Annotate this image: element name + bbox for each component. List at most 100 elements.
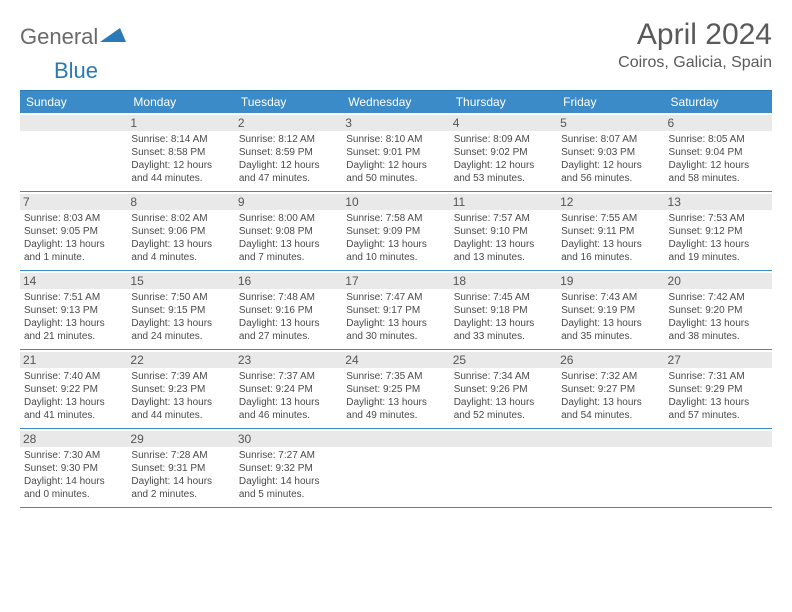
sun-info: Sunrise: 8:12 AMSunset: 8:59 PMDaylight:… — [239, 133, 338, 185]
day-header-row: Sunday Monday Tuesday Wednesday Thursday… — [20, 91, 772, 113]
sun-info: Sunrise: 7:28 AMSunset: 9:31 PMDaylight:… — [131, 449, 230, 501]
sun-info: Sunrise: 7:51 AMSunset: 9:13 PMDaylight:… — [24, 291, 123, 343]
calendar-grid: Sunday Monday Tuesday Wednesday Thursday… — [20, 90, 772, 508]
calendar-cell: 4 Sunrise: 8:09 AMSunset: 9:02 PMDaylight… — [450, 113, 557, 191]
day-number-empty — [342, 431, 449, 447]
sun-info: Sunrise: 7:35 AMSunset: 9:25 PMDaylight:… — [346, 370, 445, 422]
day-number: 3 — [342, 115, 449, 131]
day-number: 9 — [235, 194, 342, 210]
sun-info: Sunrise: 7:48 AMSunset: 9:16 PMDaylight:… — [239, 291, 338, 343]
calendar-week-row: 14 Sunrise: 7:51 AMSunset: 9:13 PMDayligh… — [20, 271, 772, 350]
calendar-cell: 29 Sunrise: 7:28 AMSunset: 9:31 PMDayligh… — [127, 429, 234, 507]
day-number: 20 — [665, 273, 772, 289]
calendar-cell: 14 Sunrise: 7:51 AMSunset: 9:13 PMDayligh… — [20, 271, 127, 349]
calendar-cell: 12 Sunrise: 7:55 AMSunset: 9:11 PMDayligh… — [557, 192, 664, 270]
sun-info: Sunrise: 7:43 AMSunset: 9:19 PMDaylight:… — [561, 291, 660, 343]
sun-info: Sunrise: 7:50 AMSunset: 9:15 PMDaylight:… — [131, 291, 230, 343]
logo-text-general: General — [20, 24, 98, 50]
day-number-empty — [665, 431, 772, 447]
sun-info: Sunrise: 7:57 AMSunset: 9:10 PMDaylight:… — [454, 212, 553, 264]
logo-text-blue: Blue — [54, 58, 792, 84]
day-number-empty — [20, 115, 127, 131]
calendar-cell: 11 Sunrise: 7:57 AMSunset: 9:10 PMDayligh… — [450, 192, 557, 270]
calendar-cell: 3Sunrise: 8:10 AMSunset: 9:01 PMDaylight… — [342, 113, 449, 191]
sun-info: Sunrise: 7:39 AMSunset: 9:23 PMDaylight:… — [131, 370, 230, 422]
day-number: 29 — [127, 431, 234, 447]
day-number: 4 — [450, 115, 557, 131]
calendar-cell: 9 Sunrise: 8:00 AMSunset: 9:08 PMDaylight… — [235, 192, 342, 270]
calendar-cell: 2 Sunrise: 8:12 AMSunset: 8:59 PMDaylight… — [235, 113, 342, 191]
day-header-thursday: Thursday — [450, 91, 557, 113]
day-number: 18 — [450, 273, 557, 289]
sun-info: Sunrise: 7:34 AMSunset: 9:26 PMDaylight:… — [454, 370, 553, 422]
day-number: 11 — [450, 194, 557, 210]
calendar-cell: 15 Sunrise: 7:50 AMSunset: 9:15 PMDayligh… — [127, 271, 234, 349]
day-header-wednesday: Wednesday — [342, 91, 449, 113]
sun-info: Sunrise: 8:05 AMSunset: 9:04 PMDaylight:… — [669, 133, 768, 185]
calendar-cell: 6 Sunrise: 8:05 AMSunset: 9:04 PMDaylight… — [665, 113, 772, 191]
day-number: 12 — [557, 194, 664, 210]
day-number: 2 — [235, 115, 342, 131]
calendar-cell: 26Sunrise: 7:32 AMSunset: 9:27 PMDayligh… — [557, 350, 664, 428]
calendar-cell: 18 Sunrise: 7:45 AMSunset: 9:18 PMDayligh… — [450, 271, 557, 349]
day-header-saturday: Saturday — [665, 91, 772, 113]
day-number-empty — [557, 431, 664, 447]
calendar-cell — [557, 429, 664, 507]
calendar-cell: 8 Sunrise: 8:02 AMSunset: 9:06 PMDaylight… — [127, 192, 234, 270]
calendar-week-row: 28Sunrise: 7:30 AMSunset: 9:30 PMDayligh… — [20, 429, 772, 508]
day-number-empty — [450, 431, 557, 447]
calendar-cell: 10 Sunrise: 7:58 AMSunset: 9:09 PMDayligh… — [342, 192, 449, 270]
day-number: 15 — [127, 273, 234, 289]
day-number: 10 — [342, 194, 449, 210]
day-number: 6 — [665, 115, 772, 131]
month-title: April 2024 — [618, 18, 772, 52]
day-number: 13 — [665, 194, 772, 210]
day-number: 19 — [557, 273, 664, 289]
calendar-cell: 13 Sunrise: 7:53 AMSunset: 9:12 PMDayligh… — [665, 192, 772, 270]
calendar-cell: 20 Sunrise: 7:42 AMSunset: 9:20 PMDayligh… — [665, 271, 772, 349]
day-number: 5 — [557, 115, 664, 131]
day-number: 21 — [20, 352, 127, 368]
sun-info: Sunrise: 7:45 AMSunset: 9:18 PMDaylight:… — [454, 291, 553, 343]
day-number: 30 — [235, 431, 342, 447]
sun-info: Sunrise: 8:09 AMSunset: 9:02 PMDaylight:… — [454, 133, 553, 185]
sun-info: Sunrise: 8:00 AMSunset: 9:08 PMDaylight:… — [239, 212, 338, 264]
calendar-cell: 28Sunrise: 7:30 AMSunset: 9:30 PMDayligh… — [20, 429, 127, 507]
sun-info: Sunrise: 7:47 AMSunset: 9:17 PMDaylight:… — [346, 291, 445, 343]
calendar-cell: 25 Sunrise: 7:34 AMSunset: 9:26 PMDayligh… — [450, 350, 557, 428]
day-number: 26 — [557, 352, 664, 368]
day-header-monday: Monday — [127, 91, 234, 113]
day-number: 28 — [20, 431, 127, 447]
day-number: 8 — [127, 194, 234, 210]
day-number: 25 — [450, 352, 557, 368]
calendar-cell: 23Sunrise: 7:37 AMSunset: 9:24 PMDayligh… — [235, 350, 342, 428]
day-number: 24 — [342, 352, 449, 368]
calendar-cell: 22 Sunrise: 7:39 AMSunset: 9:23 PMDayligh… — [127, 350, 234, 428]
sun-info: Sunrise: 7:58 AMSunset: 9:09 PMDaylight:… — [346, 212, 445, 264]
logo-triangle-icon — [100, 26, 126, 49]
calendar-cell — [342, 429, 449, 507]
calendar-cell: 1Sunrise: 8:14 AMSunset: 8:58 PMDaylight… — [127, 113, 234, 191]
sun-info: Sunrise: 8:03 AMSunset: 9:05 PMDaylight:… — [24, 212, 123, 264]
sun-info: Sunrise: 8:14 AMSunset: 8:58 PMDaylight:… — [131, 133, 230, 185]
day-number: 27 — [665, 352, 772, 368]
sun-info: Sunrise: 8:02 AMSunset: 9:06 PMDaylight:… — [131, 212, 230, 264]
calendar-cell — [20, 113, 127, 191]
day-header-sunday: Sunday — [20, 91, 127, 113]
day-number: 17 — [342, 273, 449, 289]
calendar-cell: 5 Sunrise: 8:07 AMSunset: 9:03 PMDaylight… — [557, 113, 664, 191]
calendar-week-row: 21Sunrise: 7:40 AMSunset: 9:22 PMDayligh… — [20, 350, 772, 429]
sun-info: Sunrise: 7:55 AMSunset: 9:11 PMDaylight:… — [561, 212, 660, 264]
calendar-cell: 7Sunrise: 8:03 AMSunset: 9:05 PMDaylight… — [20, 192, 127, 270]
day-header-tuesday: Tuesday — [235, 91, 342, 113]
sun-info: Sunrise: 7:27 AMSunset: 9:32 PMDaylight:… — [239, 449, 338, 501]
calendar-cell: 21Sunrise: 7:40 AMSunset: 9:22 PMDayligh… — [20, 350, 127, 428]
sun-info: Sunrise: 7:53 AMSunset: 9:12 PMDaylight:… — [669, 212, 768, 264]
calendar-cell: 19 Sunrise: 7:43 AMSunset: 9:19 PMDayligh… — [557, 271, 664, 349]
sun-info: Sunrise: 7:42 AMSunset: 9:20 PMDaylight:… — [669, 291, 768, 343]
calendar-cell: 30 Sunrise: 7:27 AMSunset: 9:32 PMDayligh… — [235, 429, 342, 507]
sun-info: Sunrise: 7:31 AMSunset: 9:29 PMDaylight:… — [669, 370, 768, 422]
sun-info: Sunrise: 8:07 AMSunset: 9:03 PMDaylight:… — [561, 133, 660, 185]
day-number: 22 — [127, 352, 234, 368]
day-number: 14 — [20, 273, 127, 289]
